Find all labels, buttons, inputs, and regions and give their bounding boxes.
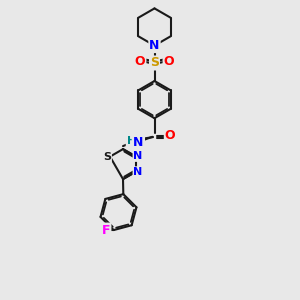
Text: H: H bbox=[135, 137, 144, 147]
Text: H: H bbox=[127, 136, 136, 146]
Text: N: N bbox=[134, 167, 143, 177]
Text: N: N bbox=[133, 136, 143, 148]
Text: S: S bbox=[150, 56, 159, 70]
Text: N: N bbox=[134, 151, 143, 161]
Text: N: N bbox=[149, 39, 160, 52]
Text: O: O bbox=[165, 129, 176, 142]
Text: O: O bbox=[164, 55, 174, 68]
Text: H: H bbox=[134, 137, 143, 147]
Text: S: S bbox=[103, 152, 111, 162]
Text: O: O bbox=[135, 55, 146, 68]
Text: F: F bbox=[102, 224, 110, 237]
